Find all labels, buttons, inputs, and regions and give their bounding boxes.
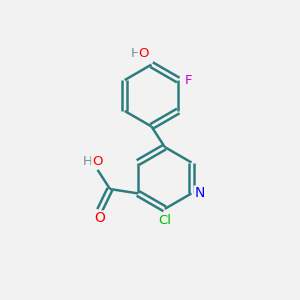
Text: H: H	[83, 154, 93, 167]
Text: H: H	[130, 47, 140, 60]
Text: N: N	[195, 186, 205, 200]
Text: F: F	[185, 74, 192, 87]
Text: Cl: Cl	[158, 214, 171, 226]
Text: O: O	[94, 212, 105, 226]
Text: O: O	[92, 154, 102, 167]
Text: O: O	[138, 47, 149, 60]
